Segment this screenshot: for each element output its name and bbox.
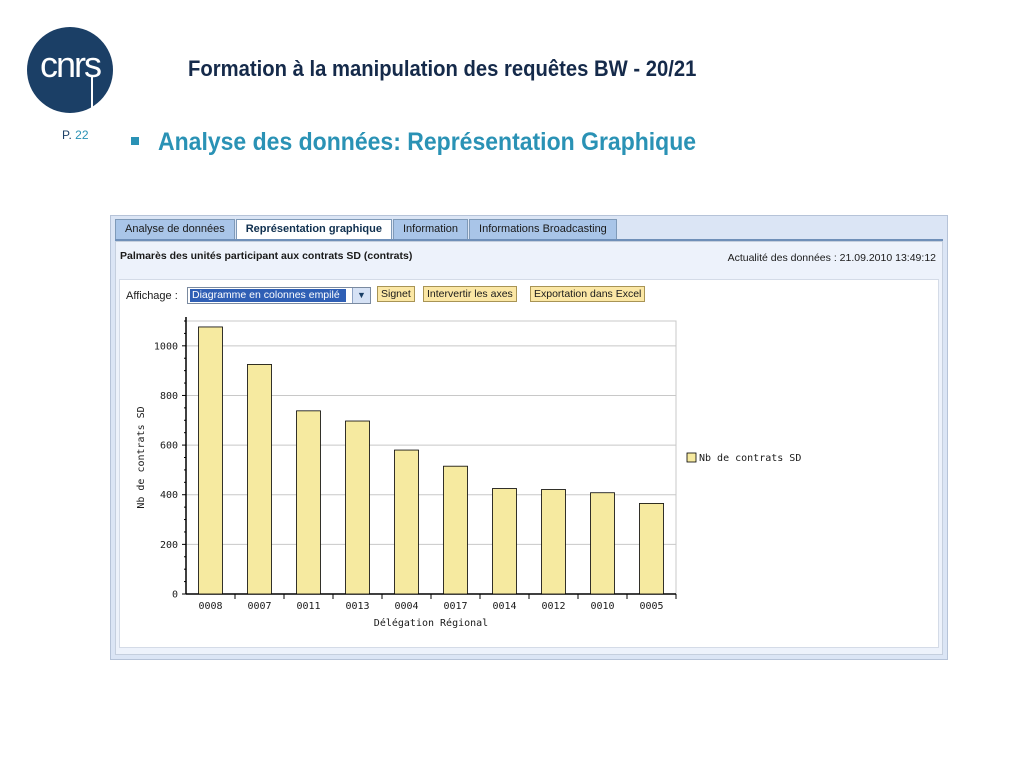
bar-chart: 0 200 400 600 800 1000 0008 0007 0011 0013 0004 001… [136,317,801,629]
report-panel: Palmarès des unités participant aux cont… [115,241,943,655]
export-excel-button[interactable]: Exportation dans Excel [530,286,646,302]
y-tick-label: 0 [172,590,178,601]
bar [247,364,272,595]
x-tick-label: 0012 [541,601,565,612]
y-tick-label: 800 [160,391,178,402]
chart-area: Affichage : Diagramme en colonnes empilé… [119,279,939,648]
data-timestamp: Actualité des données : 21.09.2010 13:49… [727,252,936,264]
intervertir-axes-button[interactable]: Intervertir les axes [423,286,517,302]
bar [296,410,321,595]
bar [394,449,419,595]
bar [345,420,370,595]
bar [639,503,664,595]
bar [590,492,615,595]
x-axis-label: Délégation Régional [374,617,488,629]
bar [443,465,468,595]
logo-bar [91,75,93,127]
y-axis-label: Nb de contrats SD [136,406,147,508]
report-title: Palmarès des unités participant aux cont… [120,250,413,262]
y-tick-label: 600 [160,441,178,452]
legend-label: Nb de contrats SD [699,453,801,464]
tab-bar: Analyse de données Représentation graphi… [115,219,618,239]
chart-type-value: Diagramme en colonnes empilé [190,289,346,302]
signet-button[interactable]: Signet [377,286,415,302]
legend-swatch [686,452,697,463]
slide-title: Formation à la manipulation des requêtes… [188,56,697,81]
tab-representation-graphique[interactable]: Représentation graphique [235,219,392,239]
bullet-icon [131,137,139,145]
slide-subtitle: Analyse des données: Représentation Grap… [158,128,697,156]
x-tick-label: 0017 [443,601,467,612]
tab-analyse-donnees[interactable]: Analyse de données [115,219,235,239]
tab-informations-broadcasting[interactable]: Informations Broadcasting [469,219,617,239]
x-tick-label: 0013 [345,601,369,612]
page-prefix: P. [62,128,72,142]
x-tick-label: 0005 [639,601,663,612]
y-tick-label: 200 [160,540,178,551]
chevron-down-icon[interactable]: ▼ [352,288,370,303]
x-tick-label: 0014 [492,601,516,612]
page-number-value: 22 [75,128,89,142]
logo-text: cnrs [39,44,102,85]
bar [492,488,517,595]
y-tick-label: 1000 [154,341,178,352]
cnrs-logo: cnrs [27,27,113,127]
x-tick-label: 0010 [590,601,614,612]
x-tick-label: 0004 [394,601,418,612]
bw-report-window: Analyse de données Représentation graphi… [110,215,948,660]
affichage-label: Affichage : [126,290,178,302]
y-tick-label: 400 [160,490,178,501]
x-tick-label: 0007 [247,601,271,612]
x-tick-label: 0011 [296,601,320,612]
tab-underline [115,239,943,241]
bar [198,326,223,595]
tab-information[interactable]: Information [392,219,469,239]
chart-type-select[interactable]: Diagramme en colonnes empilé ▼ [187,287,371,304]
bar [541,489,566,595]
x-tick-label: 0008 [198,601,222,612]
page-number: P. 22 [62,128,89,142]
